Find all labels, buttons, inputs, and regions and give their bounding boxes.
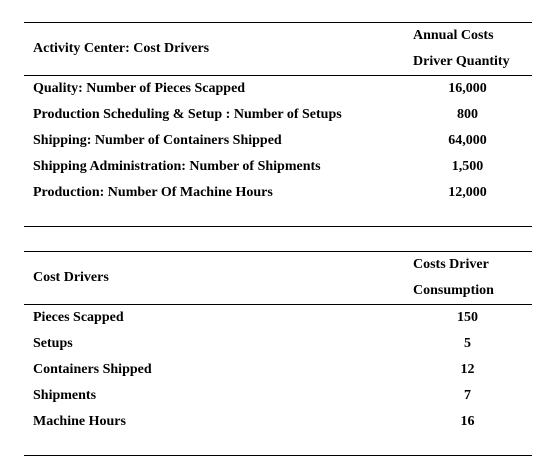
activity-cost-driver-table: Activity Center: Cost Drivers Annual Cos… [24,22,532,227]
row-value: 7 [464,388,471,403]
row-value: 12,000 [448,185,487,200]
header-annual-costs: Annual Costs Driver Quantity [403,22,532,76]
row-value: 150 [457,310,478,325]
table-spacer-row [24,206,532,227]
row-value: 1,500 [451,159,484,174]
header-annual-costs-line2: Driver Quantity [413,54,510,69]
header-activity-center-label: Activity Center: Cost Drivers [33,41,210,56]
row-value: 12 [460,362,475,377]
row-label: Shipping Administration: Number of Shipm… [33,159,321,174]
header-activity-center: Activity Center: Cost Drivers [24,22,403,76]
cost-driver-consumption-table: Cost Drivers Costs Driver Consumption Pi… [24,251,532,456]
table-row: Shipments 7 [24,383,532,409]
table-row: Machine Hours 16 [24,409,532,435]
row-label: Containers Shipped [33,362,152,377]
row-value: 64,000 [448,133,487,148]
row-label: Production Scheduling & Setup : Number o… [33,107,342,122]
table-row: Setups 5 [24,331,532,357]
table-row: Shipping: Number of Containers Shipped 6… [24,128,532,154]
header-cost-drivers: Cost Drivers [24,251,403,305]
row-value: 5 [464,336,471,351]
header-annual-costs-line1: Annual Costs [413,28,494,43]
row-value: 16,000 [448,81,487,96]
row-label: Production: Number Of Machine Hours [33,185,273,200]
table-row: Production: Number Of Machine Hours 12,0… [24,180,532,206]
row-value: 16 [460,414,475,429]
row-label: Setups [33,336,73,351]
table-row: Pieces Scapped 150 [24,305,532,332]
header-consumption: Costs Driver Consumption [403,251,532,305]
row-value: 800 [457,107,478,122]
row-label: Quality: Number of Pieces Scapped [33,81,246,96]
table-header-row: Cost Drivers Costs Driver Consumption [24,251,532,305]
table-spacer-row [24,435,532,456]
header-consumption-line1: Costs Driver [413,257,489,272]
table-header-row: Activity Center: Cost Drivers Annual Cos… [24,22,532,76]
row-label: Shipping: Number of Containers Shipped [33,133,282,148]
table-row: Production Scheduling & Setup : Number o… [24,102,532,128]
header-cost-drivers-label: Cost Drivers [33,270,109,285]
header-consumption-line2: Consumption [413,283,494,298]
row-label: Shipments [33,388,97,403]
row-label: Machine Hours [33,414,126,429]
row-label: Pieces Scapped [33,310,124,325]
table-row: Containers Shipped 12 [24,357,532,383]
table-row: Quality: Number of Pieces Scapped 16,000 [24,76,532,103]
table-row: Shipping Administration: Number of Shipm… [24,154,532,180]
